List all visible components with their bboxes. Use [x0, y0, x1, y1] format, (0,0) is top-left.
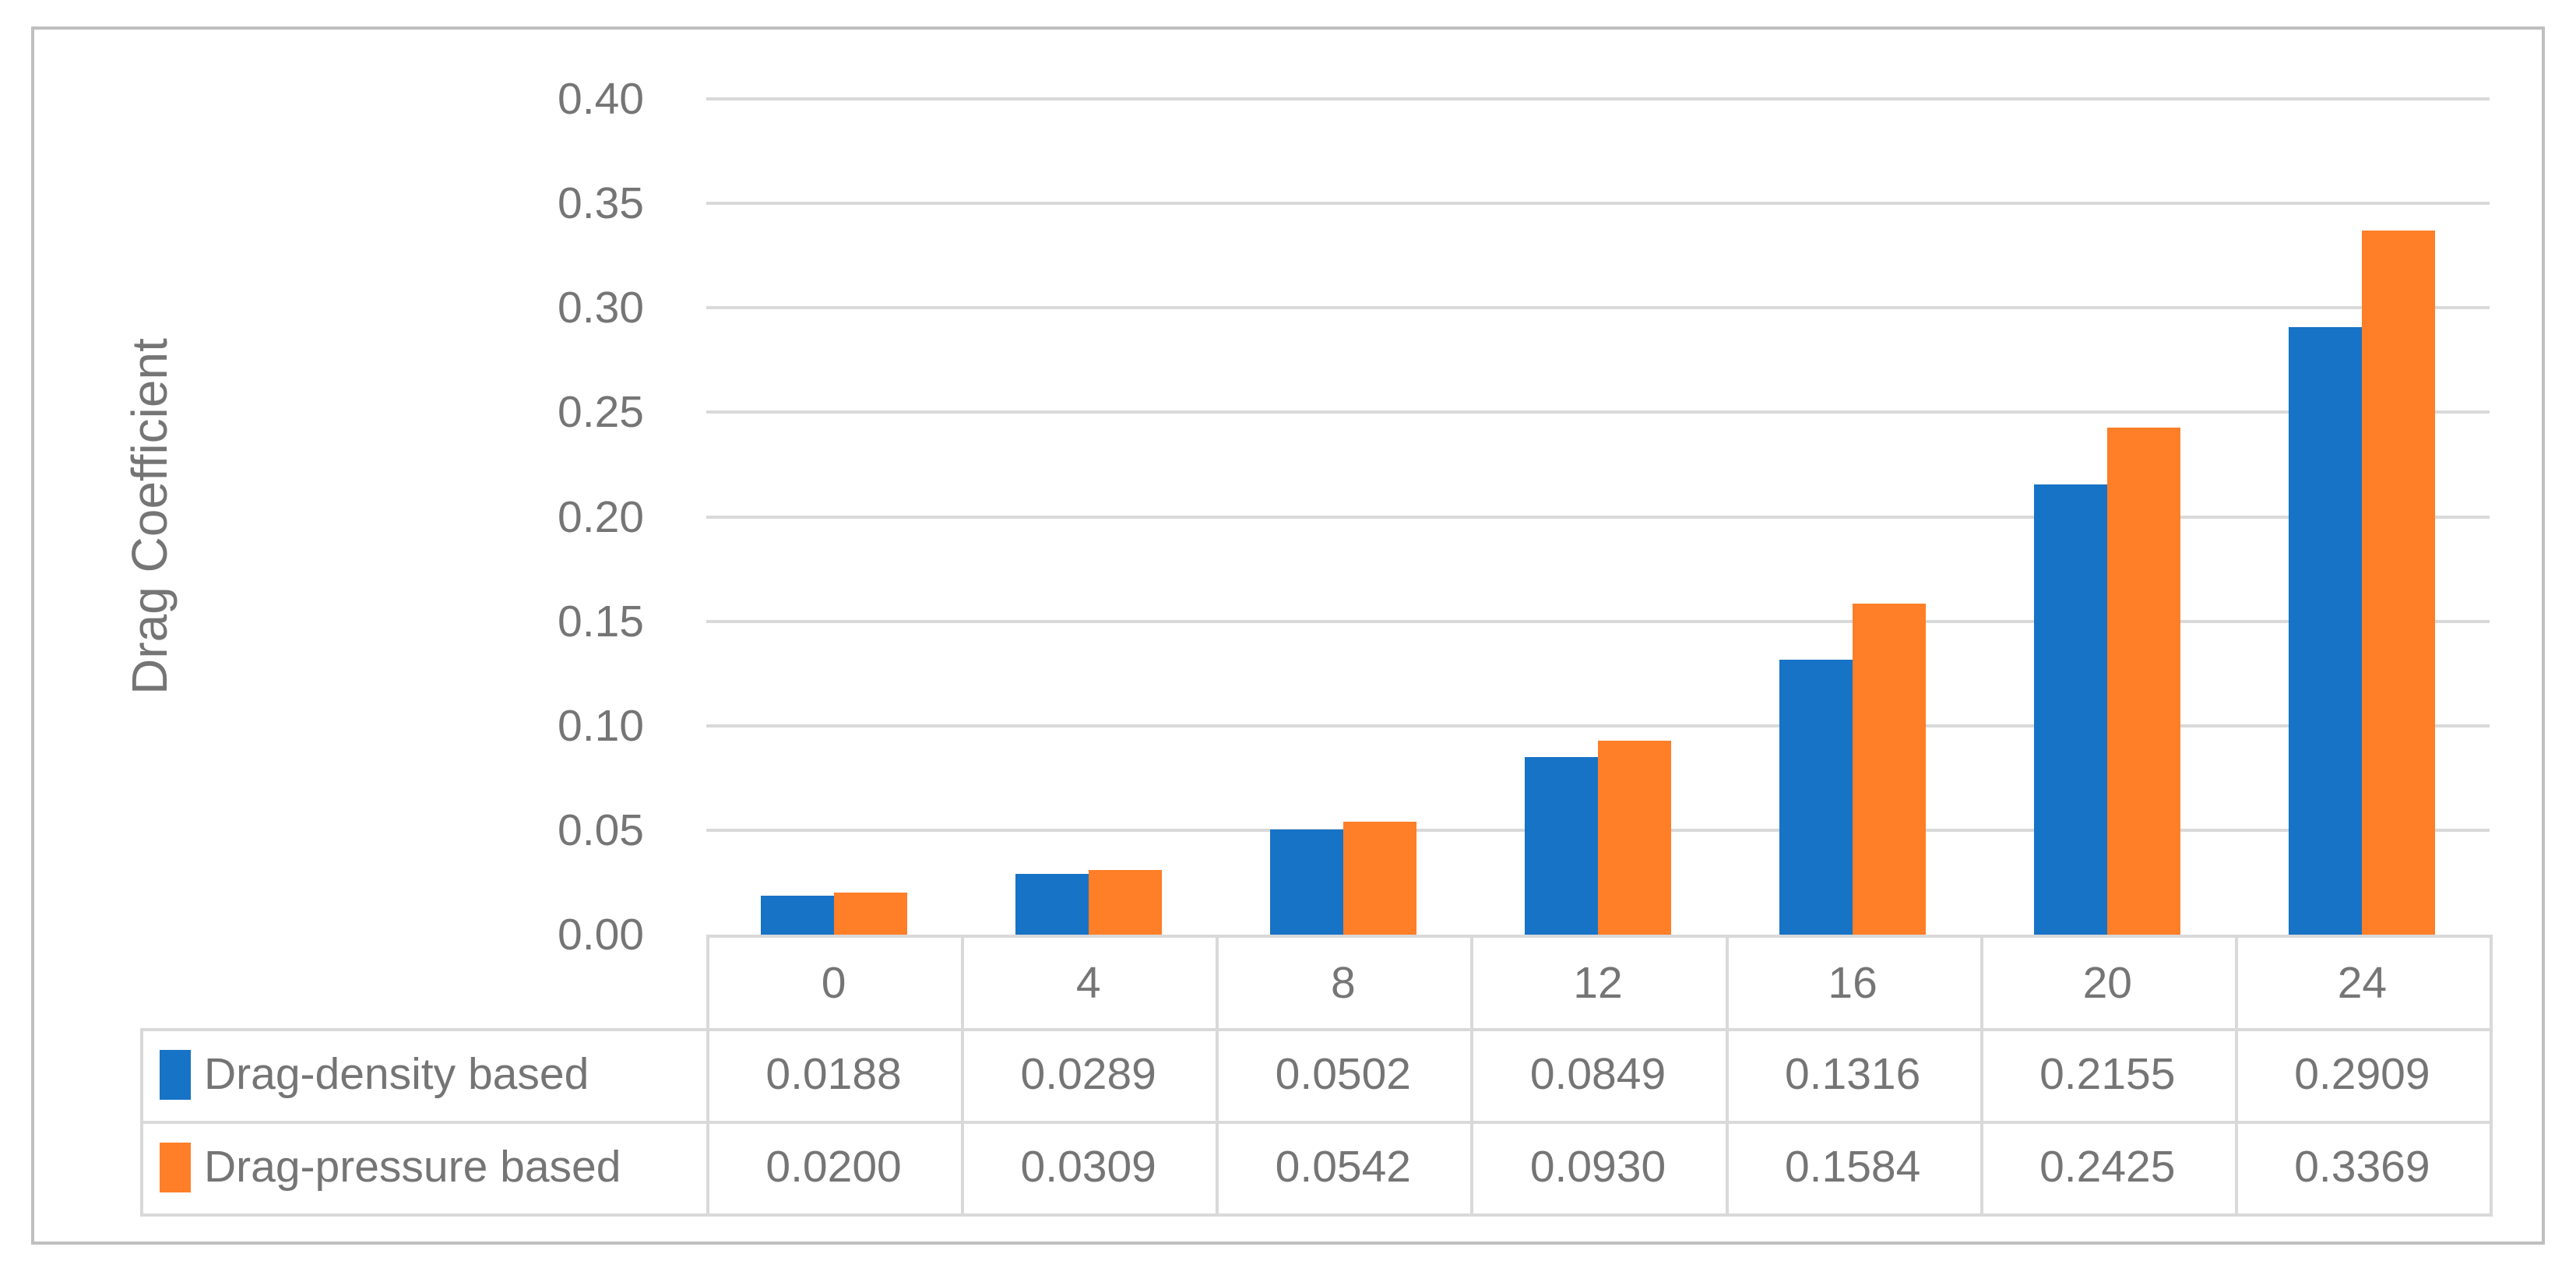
- bar-drag-pressure-based-24: [2362, 231, 2436, 935]
- value-cell-drag-density-based-20: 0.2155: [2039, 1049, 2176, 1099]
- table-vborder-4: [1725, 935, 1729, 1217]
- bar-drag-density-based-4: [1015, 874, 1089, 935]
- table-left-border: [140, 1028, 143, 1217]
- value-cell-drag-density-based-16: 0.1316: [1784, 1049, 1921, 1099]
- gridline-0.40: [706, 97, 2490, 100]
- value-cell-drag-pressure-based-20: 0.2425: [2039, 1142, 2176, 1192]
- bar-drag-pressure-based-12: [1598, 740, 1671, 935]
- table-vborder-2: [1216, 935, 1219, 1217]
- gridline-0.20: [706, 515, 2490, 519]
- legend-key-drag-pressure-based: [160, 1142, 191, 1192]
- table-hborder-1: [140, 1028, 2493, 1031]
- table-hborder-2: [140, 1121, 2493, 1124]
- value-cell-drag-density-based-0: 0.0188: [765, 1049, 902, 1099]
- bar-drag-density-based-16: [1779, 659, 1853, 935]
- bar-drag-density-based-8: [1269, 829, 1343, 935]
- y-tick-label-0.25: 0.25: [558, 387, 644, 438]
- value-cell-drag-pressure-based-12: 0.0930: [1529, 1142, 1666, 1192]
- category-cell-0: 0: [821, 958, 846, 1008]
- y-tick-label-0.20: 0.20: [558, 491, 644, 542]
- value-cell-drag-pressure-based-8: 0.0542: [1275, 1142, 1412, 1192]
- bar-drag-density-based-24: [2289, 326, 2363, 935]
- bar-drag-pressure-based-16: [1853, 604, 1927, 935]
- value-cell-drag-density-based-4: 0.0289: [1020, 1049, 1156, 1099]
- category-cell-12: 12: [1573, 958, 1623, 1008]
- bar-drag-density-based-20: [2034, 484, 2108, 935]
- figure-border: [31, 26, 2545, 1245]
- table-vborder-7: [2490, 935, 2493, 1217]
- y-tick-label-0.15: 0.15: [558, 596, 644, 646]
- value-cell-drag-pressure-based-0: 0.0200: [765, 1142, 902, 1192]
- bar-drag-density-based-12: [1525, 757, 1598, 935]
- category-cell-16: 16: [1828, 958, 1877, 1008]
- x-axis-line: [706, 935, 2490, 938]
- value-cell-drag-density-based-8: 0.0502: [1275, 1049, 1412, 1099]
- category-cell-4: 4: [1075, 958, 1101, 1008]
- gridline-0.30: [706, 306, 2490, 310]
- value-cell-drag-density-based-24: 0.2909: [2294, 1049, 2430, 1099]
- bar-drag-density-based-0: [760, 895, 834, 935]
- gridline-0.10: [706, 724, 2490, 727]
- value-cell-drag-pressure-based-4: 0.0309: [1020, 1142, 1156, 1192]
- gridline-0.25: [706, 410, 2490, 414]
- value-cell-drag-pressure-based-16: 0.1584: [1784, 1142, 1921, 1192]
- value-cell-drag-pressure-based-24: 0.3369: [2294, 1142, 2430, 1192]
- table-vborder-1: [961, 935, 965, 1217]
- y-tick-label-0.05: 0.05: [558, 805, 644, 855]
- table-vborder-6: [2234, 935, 2238, 1217]
- category-cell-8: 8: [1331, 958, 1356, 1008]
- category-cell-24: 24: [2337, 958, 2388, 1008]
- y-tick-label-0.35: 0.35: [558, 178, 644, 229]
- legend-key-drag-density-based: [160, 1049, 191, 1100]
- category-cell-20: 20: [2082, 958, 2132, 1008]
- table-hborder-3: [140, 1213, 2493, 1217]
- y-tick-label-0.10: 0.10: [558, 700, 644, 751]
- table-vborder-0: [706, 935, 709, 1217]
- gridline-0.35: [706, 202, 2490, 206]
- table-vborder-3: [1470, 935, 1474, 1217]
- bar-drag-pressure-based-0: [833, 893, 907, 935]
- bar-drag-pressure-based-8: [1343, 821, 1416, 935]
- series-label-drag-density-based: Drag-density based: [204, 1049, 589, 1099]
- table-vborder-5: [1980, 935, 1983, 1217]
- y-tick-label-0.40: 0.40: [558, 74, 644, 124]
- bar-drag-pressure-based-4: [1088, 870, 1162, 935]
- y-tick-label-0.30: 0.30: [558, 283, 644, 333]
- y-tick-label-0.00: 0.00: [558, 910, 644, 960]
- value-cell-drag-density-based-12: 0.0849: [1529, 1049, 1666, 1099]
- gridline-0.15: [706, 619, 2490, 623]
- bar-drag-pressure-based-20: [2107, 428, 2181, 935]
- series-label-drag-pressure-based: Drag-pressure based: [204, 1142, 621, 1192]
